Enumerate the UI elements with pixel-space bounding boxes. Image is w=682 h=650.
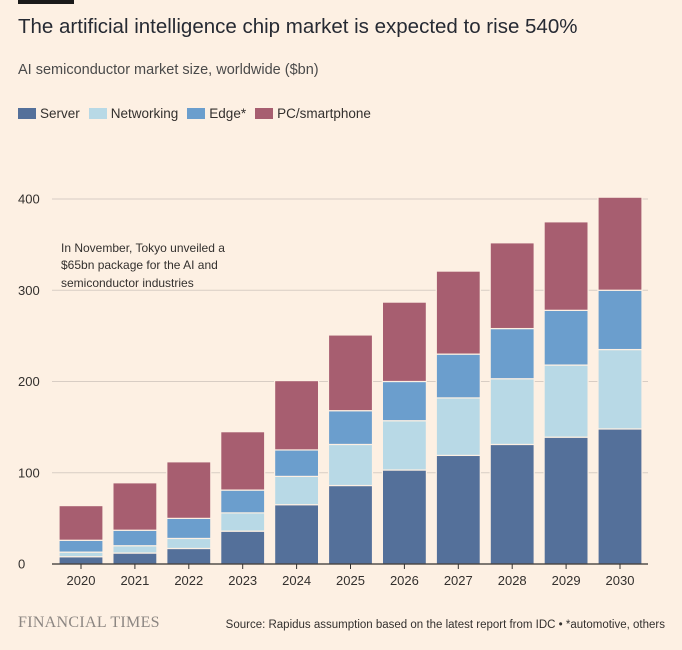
bar-segment-networking bbox=[58, 551, 104, 558]
bar-segment-edge bbox=[58, 539, 104, 553]
x-tick-label: 2024 bbox=[282, 573, 311, 588]
publisher-logo: FINANCIAL TIMES bbox=[18, 614, 160, 631]
bar-segment-edge bbox=[597, 289, 643, 351]
bar-segment-pc-smartphone bbox=[435, 270, 481, 355]
y-tick-label: 300 bbox=[18, 283, 40, 298]
legend-label: Edge* bbox=[209, 106, 247, 121]
legend-item: Networking bbox=[88, 106, 179, 121]
legend-swatch bbox=[88, 108, 107, 119]
legend-swatch bbox=[187, 108, 206, 119]
bar-segment-pc-smartphone bbox=[543, 221, 589, 311]
source-note: Source: Rapidus assumption based on the … bbox=[225, 619, 665, 631]
y-tick-label: 400 bbox=[18, 192, 40, 207]
chart-title: The artificial intelligence chip market … bbox=[18, 15, 578, 38]
chart-annotation: In November, Tokyo unveiled a $65bn pack… bbox=[61, 241, 225, 290]
bar-segment-edge bbox=[543, 309, 589, 366]
x-tick-label: 2027 bbox=[444, 573, 473, 588]
bar-segment-pc-smartphone bbox=[274, 379, 320, 451]
x-tick-label: 2030 bbox=[606, 573, 635, 588]
bar-segment-pc-smartphone bbox=[58, 505, 104, 541]
bar-segment-pc-smartphone bbox=[489, 242, 535, 330]
bar-segment-edge bbox=[166, 517, 212, 540]
y-tick-label: 200 bbox=[18, 374, 40, 389]
bar-segment-networking bbox=[274, 475, 320, 506]
bar-segment-server bbox=[58, 556, 104, 565]
x-tick-label: 2025 bbox=[336, 573, 365, 588]
bar-segment-networking bbox=[220, 512, 266, 532]
bar-segment-networking bbox=[166, 537, 212, 550]
bar-segment-edge bbox=[220, 489, 266, 514]
top-accent-bar bbox=[18, 0, 74, 4]
bar-segment-server bbox=[489, 443, 535, 565]
legend-label: Server bbox=[40, 106, 80, 121]
bar-segment-pc-smartphone bbox=[597, 196, 643, 291]
bar-segment-edge bbox=[274, 449, 320, 477]
x-tick-label: 2020 bbox=[67, 573, 96, 588]
bar-segment-server bbox=[166, 547, 212, 565]
y-tick-label: 100 bbox=[18, 465, 40, 480]
bar-segment-networking bbox=[112, 545, 158, 554]
bar-segment-pc-smartphone bbox=[166, 461, 212, 519]
bar-segment-server bbox=[220, 530, 266, 565]
legend-item: Edge* bbox=[187, 106, 246, 121]
bar-segment-pc-smartphone bbox=[112, 482, 158, 531]
bar-segment-server bbox=[274, 504, 320, 565]
legend-label: PC/smartphone bbox=[277, 106, 371, 121]
bar-segment-server bbox=[327, 484, 374, 565]
bar-segment-edge bbox=[327, 410, 374, 446]
bar-segment-pc-smartphone bbox=[381, 301, 427, 383]
legend-label: Networking bbox=[110, 106, 179, 121]
bar-segment-networking bbox=[543, 364, 589, 438]
bar-segment-server bbox=[597, 428, 643, 565]
bar-segment-networking bbox=[489, 378, 535, 446]
bar-segment-edge bbox=[112, 529, 158, 547]
x-tick-label: 2026 bbox=[390, 573, 419, 588]
bar-segment-pc-smartphone bbox=[327, 334, 374, 412]
bar-segment-networking bbox=[327, 443, 374, 487]
legend-item: PC/smartphone bbox=[255, 106, 371, 121]
chart-subtitle: AI semiconductor market size, worldwide … bbox=[18, 62, 319, 78]
bar-segment-server bbox=[381, 469, 427, 565]
bar-segment-networking bbox=[435, 397, 481, 457]
bar-segment-server bbox=[435, 454, 481, 565]
x-tick-label: 2021 bbox=[120, 573, 149, 588]
y-tick-label: 0 bbox=[18, 557, 25, 572]
bar-segment-edge bbox=[381, 380, 427, 422]
bar-segment-edge bbox=[489, 327, 535, 380]
bar-segment-networking bbox=[381, 420, 427, 471]
bar-segment-networking bbox=[597, 348, 643, 430]
bar-segment-server bbox=[112, 552, 158, 565]
legend-swatch bbox=[18, 108, 36, 119]
x-tick-label: 2029 bbox=[552, 573, 581, 588]
x-tick-label: 2022 bbox=[174, 573, 203, 588]
legend-item: Server bbox=[18, 106, 80, 121]
x-tick-label: 2028 bbox=[498, 573, 527, 588]
bar-segment-pc-smartphone bbox=[220, 431, 266, 491]
bar-segment-edge bbox=[435, 353, 481, 399]
legend-swatch bbox=[255, 108, 274, 119]
x-tick-label: 2023 bbox=[228, 573, 257, 588]
chart-legend: Server Networking Edge* PC/smartphone bbox=[18, 106, 380, 121]
bar-segment-server bbox=[543, 436, 589, 565]
